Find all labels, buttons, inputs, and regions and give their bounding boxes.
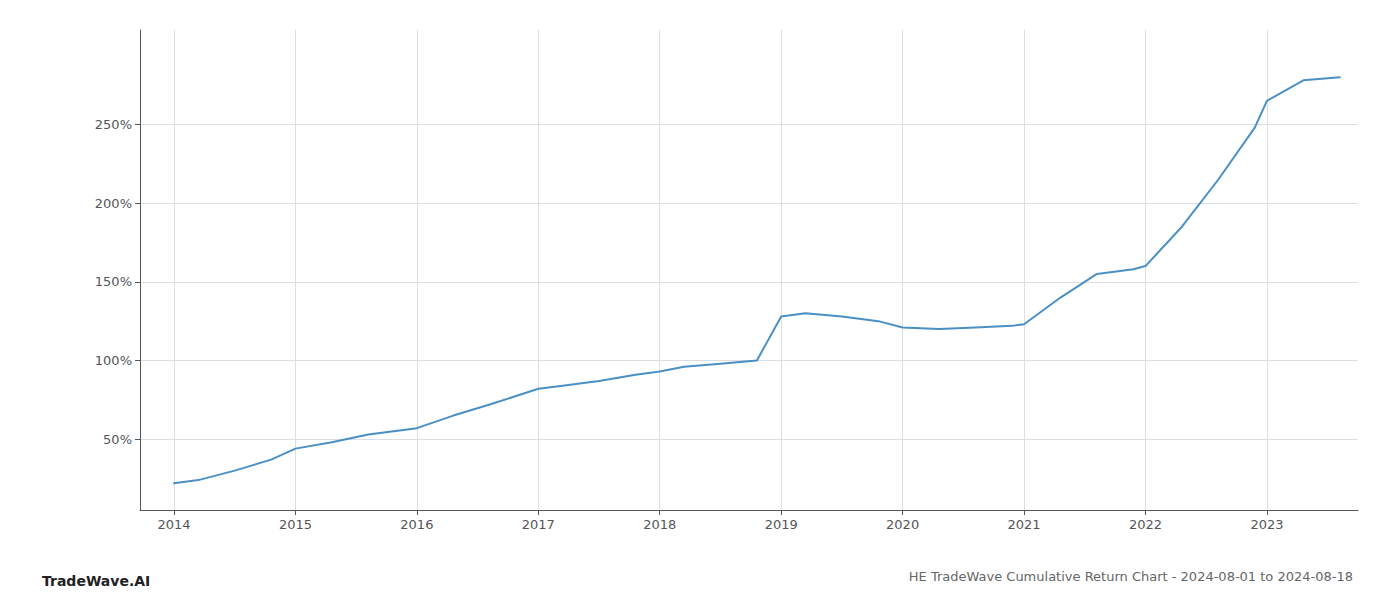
svg-text:2023: 2023 xyxy=(1250,517,1283,532)
svg-text:150%: 150% xyxy=(95,274,132,289)
svg-text:2016: 2016 xyxy=(400,517,433,532)
svg-text:2017: 2017 xyxy=(522,517,555,532)
svg-text:200%: 200% xyxy=(95,196,132,211)
svg-text:2021: 2021 xyxy=(1008,517,1041,532)
svg-text:2014: 2014 xyxy=(157,517,190,532)
svg-text:100%: 100% xyxy=(95,353,132,368)
svg-text:TradeWave.AI: TradeWave.AI xyxy=(42,573,150,589)
svg-text:2022: 2022 xyxy=(1129,517,1162,532)
svg-text:2015: 2015 xyxy=(279,517,312,532)
svg-text:250%: 250% xyxy=(95,117,132,132)
svg-text:2019: 2019 xyxy=(765,517,798,532)
svg-text:50%: 50% xyxy=(103,432,132,447)
svg-text:2018: 2018 xyxy=(643,517,676,532)
svg-text:2020: 2020 xyxy=(886,517,919,532)
svg-text:HE TradeWave Cumulative Return: HE TradeWave Cumulative Return Chart - 2… xyxy=(909,569,1353,584)
